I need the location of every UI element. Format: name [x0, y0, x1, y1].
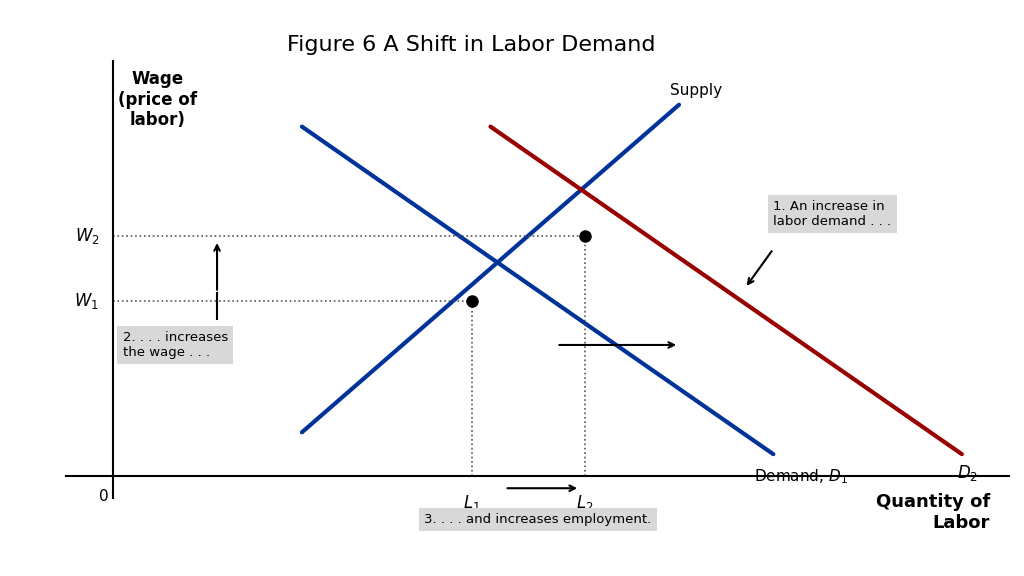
Text: $W_1$: $W_1$ [75, 291, 99, 311]
Text: Wage
(price of
labor): Wage (price of labor) [118, 70, 197, 130]
Text: $W_2$: $W_2$ [75, 226, 99, 246]
Text: 3. . . . and increases employment.: 3. . . . and increases employment. [425, 513, 651, 526]
Text: Supply: Supply [670, 83, 722, 98]
Text: $L_2$: $L_2$ [575, 494, 594, 513]
Text: Figure 6 A Shift in Labor Demand: Figure 6 A Shift in Labor Demand [287, 35, 655, 55]
Text: Demand, $D_1$: Demand, $D_1$ [755, 467, 848, 486]
Text: $L_1$: $L_1$ [463, 494, 480, 513]
Text: Quantity of
Labor: Quantity of Labor [876, 494, 990, 532]
Text: 1. An increase in
labor demand . . .: 1. An increase in labor demand . . . [773, 200, 892, 228]
Text: 2. . . . increases
the wage . . .: 2. . . . increases the wage . . . [123, 331, 228, 359]
Text: 0: 0 [99, 489, 109, 504]
Text: $D_2$: $D_2$ [957, 463, 978, 483]
